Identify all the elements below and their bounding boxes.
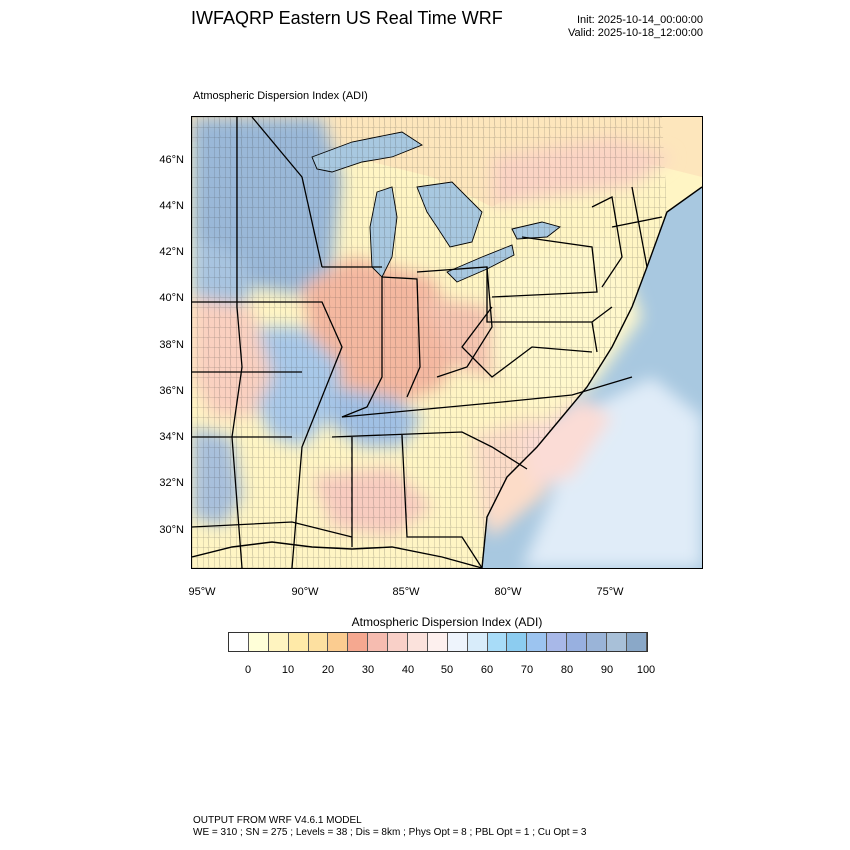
lat-label-40: 40°N <box>159 292 184 304</box>
colorbar-swatch <box>288 633 309 651</box>
colorbar-swatch <box>408 633 428 651</box>
colorbar-title: Atmospheric Dispersion Index (ADI) <box>351 615 543 629</box>
colorbar-swatch <box>248 633 269 651</box>
colorbar <box>228 632 648 652</box>
colorbar-label: 30 <box>361 664 375 676</box>
lat-label-38: 38°N <box>159 339 184 351</box>
colorbar-label: 80 <box>560 664 574 676</box>
colorbar-label: 90 <box>600 664 614 676</box>
lat-label-34: 34°N <box>159 431 184 443</box>
colorbar-swatch <box>567 633 588 651</box>
lat-label-32: 32°N <box>159 477 184 489</box>
colorbar-swatch <box>507 633 528 651</box>
colorbar-label: 10 <box>281 664 295 676</box>
colorbar-swatch <box>527 633 548 651</box>
colorbar-swatch <box>229 633 249 651</box>
colorbar-swatch <box>328 633 349 651</box>
lon-label-75: 75°W <box>596 586 624 598</box>
colorbar-swatch <box>348 633 369 651</box>
colorbar-swatch <box>467 633 488 651</box>
lat-label-30: 30°N <box>159 524 184 536</box>
colorbar-swatch <box>487 633 508 651</box>
colorbar-swatch <box>388 633 409 651</box>
colorbar-swatch <box>268 633 289 651</box>
valid-time: Valid: 2025-10-18_12:00:00 <box>568 27 703 39</box>
map-subtitle: Atmospheric Dispersion Index (ADI) <box>193 90 368 102</box>
init-time: Init: 2025-10-14_00:00:00 <box>577 14 703 26</box>
county-lines <box>192 117 667 568</box>
lat-label-36: 36°N <box>159 385 184 397</box>
model-params: WE = 310 ; SN = 275 ; Levels = 38 ; Dis … <box>193 827 587 838</box>
lon-label-80: 80°W <box>494 586 522 598</box>
lat-label-46: 46°N <box>159 154 184 166</box>
lat-label-42: 42°N <box>159 246 184 258</box>
state-boundaries <box>192 117 663 568</box>
colorbar-label: 100 <box>636 664 656 676</box>
adi-map <box>192 117 702 568</box>
colorbar-label: 40 <box>401 664 415 676</box>
colorbar-label: 70 <box>520 664 534 676</box>
colorbar-label: 0 <box>244 664 252 676</box>
colorbar-swatch <box>447 633 468 651</box>
colorbar-swatch <box>427 633 448 651</box>
colorbar-swatch <box>606 633 627 651</box>
colorbar-swatch <box>626 633 647 651</box>
map-panel <box>191 116 703 569</box>
lon-label-90: 90°W <box>291 586 319 598</box>
colorbar-swatch <box>587 633 607 651</box>
coastline <box>192 186 702 568</box>
colorbar-swatch <box>368 633 389 651</box>
lon-label-95: 95°W <box>188 586 216 598</box>
colorbar-swatch <box>308 633 329 651</box>
colorbar-label: 60 <box>480 664 494 676</box>
model-info: OUTPUT FROM WRF V4.6.1 MODEL <box>193 815 362 826</box>
lon-label-85: 85°W <box>392 586 420 598</box>
page-title: IWFAQRP Eastern US Real Time WRF <box>191 8 503 28</box>
colorbar-label: 50 <box>440 664 454 676</box>
colorbar-label: 20 <box>321 664 335 676</box>
lat-label-44: 44°N <box>159 200 184 212</box>
colorbar-swatch <box>547 633 568 651</box>
